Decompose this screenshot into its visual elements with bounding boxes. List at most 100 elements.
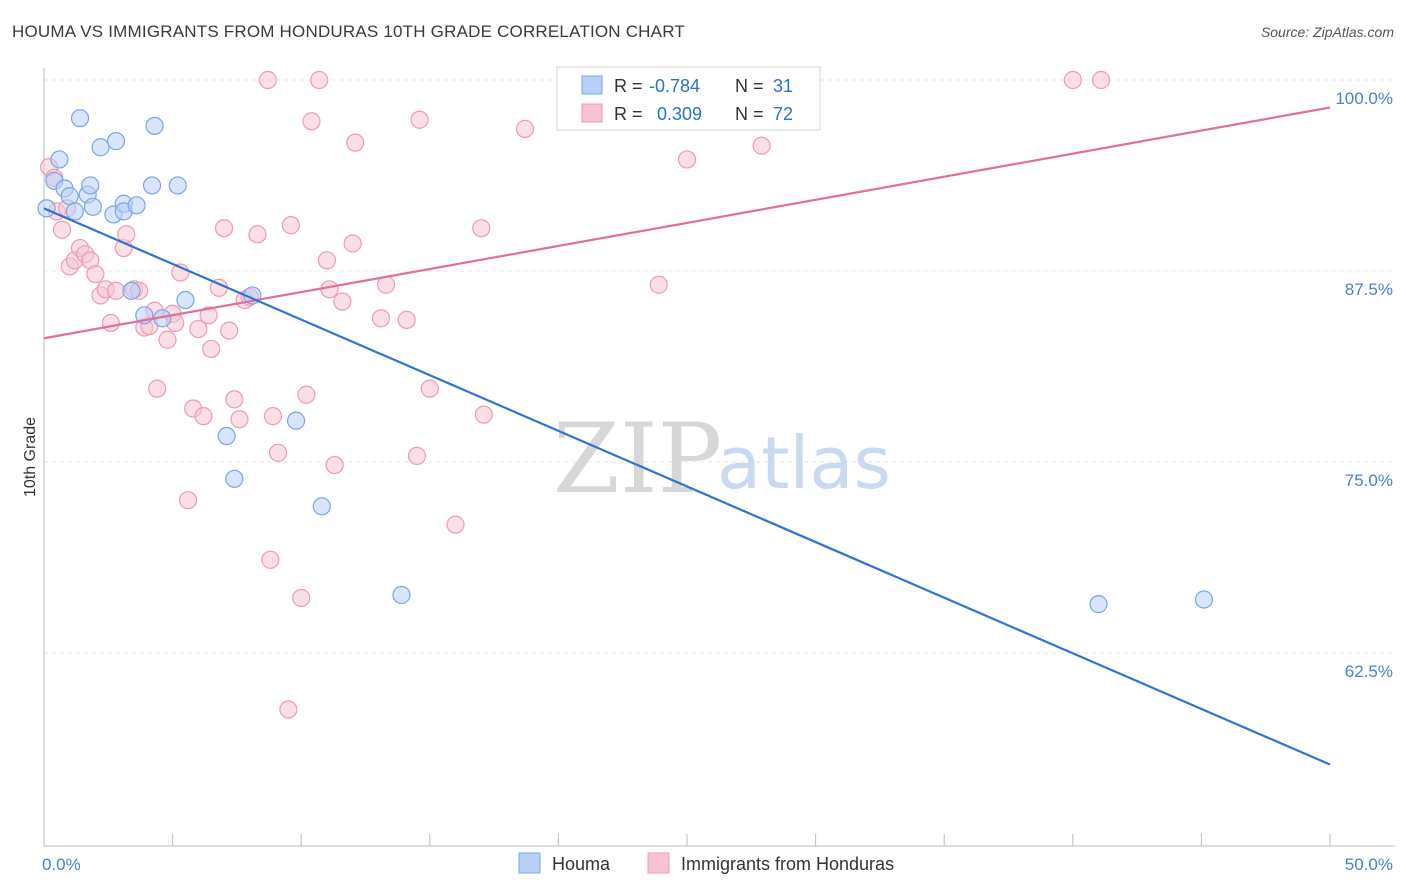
houma-point: [1089, 595, 1108, 614]
honduras-point: [310, 70, 329, 90]
honduras-point: [263, 407, 283, 426]
series-honduras-points: [40, 70, 1111, 719]
houma-point: [145, 116, 164, 135]
honduras-point: [158, 330, 177, 349]
honduras-point: [649, 275, 668, 294]
x-tick-marks: [43, 834, 1331, 846]
houma-point: [392, 585, 411, 605]
grid-lines: [44, 79, 1395, 654]
honduras-point: [333, 292, 352, 311]
honduras-point: [752, 136, 771, 155]
y-tick-label: 100.0%: [1335, 89, 1393, 108]
honduras-point: [258, 70, 277, 90]
houma-point: [50, 150, 69, 169]
houma-point: [168, 176, 187, 195]
honduras-point: [230, 410, 249, 429]
series-houma-points: [37, 109, 1214, 614]
honduras-trend-line: [43, 106, 1331, 340]
bottom-legend-honduras: Immigrants from Honduras: [681, 854, 894, 874]
y-tick-label: 75.0%: [1345, 471, 1393, 490]
x-tick-label-max: 50.0%: [1345, 855, 1393, 874]
x-tick-labels: 0.0% 50.0%: [42, 855, 1393, 874]
watermark: ZIP atlas: [553, 403, 891, 515]
honduras-point: [101, 313, 120, 333]
honduras-point: [279, 700, 298, 719]
watermark-zip: ZIP: [553, 403, 722, 515]
legend-houma-r-label: R =: [614, 76, 643, 96]
chart-source: Source: ZipAtlas.com: [1260, 24, 1394, 40]
y-axis-label: 10th Grade: [22, 417, 39, 497]
chart-title: HOUMA VS IMMIGRANTS FROM HONDURAS 10TH G…: [12, 22, 685, 41]
honduras-point: [220, 321, 239, 340]
honduras-point: [214, 219, 234, 238]
bottom-legend-swatch-houma: [518, 852, 541, 874]
honduras-point: [225, 390, 244, 409]
watermark-atlas: atlas: [717, 421, 891, 505]
honduras-point: [407, 446, 427, 465]
honduras-point: [86, 264, 105, 284]
houma-point: [312, 497, 331, 516]
honduras-point: [302, 112, 321, 131]
legend-houma-n-value: 31: [773, 76, 793, 96]
honduras-point: [320, 280, 339, 299]
houma-point: [225, 469, 244, 488]
honduras-point: [343, 234, 362, 253]
honduras-point: [346, 133, 365, 152]
honduras-point: [677, 150, 697, 169]
honduras-point: [202, 339, 221, 359]
honduras-point: [178, 491, 198, 510]
x-tick-label-min: 0.0%: [42, 855, 81, 874]
honduras-point: [297, 385, 316, 404]
honduras-point: [1091, 70, 1111, 90]
honduras-point: [317, 251, 337, 270]
honduras-point: [194, 407, 213, 426]
honduras-point: [325, 455, 344, 475]
honduras-point: [248, 225, 267, 244]
legend-swatch-honduras: [581, 103, 603, 123]
houma-point: [142, 176, 162, 195]
houma-point: [122, 281, 141, 300]
y-tick-label: 62.5%: [1345, 662, 1393, 681]
honduras-point: [106, 281, 126, 300]
y-tick-labels: 62.5% 75.0% 87.5% 100.0%: [1335, 89, 1393, 681]
honduras-point: [410, 110, 429, 129]
axes: [43, 68, 1395, 847]
legend-honduras-r-value: 0.309: [657, 104, 702, 124]
honduras-point: [474, 405, 493, 424]
legend-honduras-r-label: R =: [614, 104, 643, 124]
houma-point: [176, 290, 195, 310]
honduras-point: [1063, 70, 1082, 90]
houma-point: [1194, 590, 1214, 609]
legend-houma-r-value: -0.784: [649, 76, 700, 96]
houma-point: [65, 202, 84, 221]
bottom-legend: Houma Immigrants from Honduras: [518, 852, 894, 874]
legend-houma-n-label: N =: [735, 76, 764, 96]
honduras-point: [199, 306, 218, 325]
houma-point: [70, 109, 90, 128]
honduras-point: [420, 379, 439, 398]
houma-trend-line: [43, 207, 1331, 766]
honduras-point: [371, 309, 391, 328]
honduras-point: [261, 550, 280, 569]
bottom-legend-houma: Houma: [552, 854, 611, 874]
honduras-point: [292, 588, 311, 608]
houma-point: [217, 426, 236, 446]
honduras-point: [189, 319, 208, 339]
y-tick-label: 87.5%: [1345, 280, 1393, 299]
houma-point: [106, 132, 126, 151]
honduras-point: [281, 216, 301, 235]
houma-point: [83, 197, 102, 216]
houma-point: [60, 187, 79, 206]
honduras-point: [515, 119, 535, 138]
legend: R = -0.784 N = 31 R = 0.309 N = 72: [556, 66, 821, 131]
honduras-point: [472, 219, 491, 238]
houma-point: [286, 411, 306, 430]
houma-point: [127, 196, 146, 215]
honduras-point: [268, 443, 288, 462]
bottom-legend-swatch-honduras: [647, 852, 670, 874]
legend-swatch-houma: [581, 75, 603, 95]
legend-honduras-n-value: 72: [773, 104, 793, 124]
houma-point: [81, 176, 100, 195]
honduras-point: [397, 310, 416, 329]
